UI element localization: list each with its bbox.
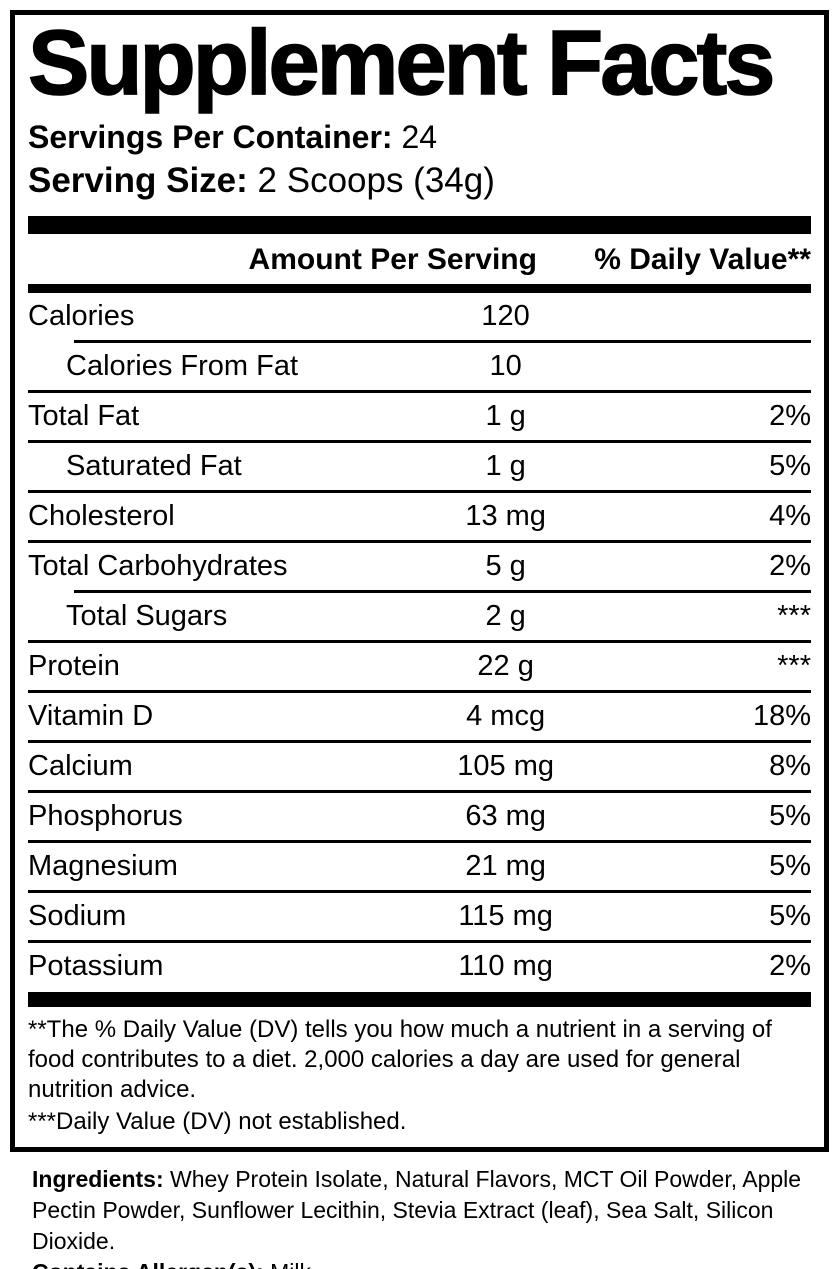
row-calories-from-fat: Calories From Fat 10	[28, 343, 811, 390]
row-potassium: Potassium 110 mg 2%	[28, 943, 811, 990]
nutrient-amount: 115 mg	[458, 899, 553, 932]
row-phosphorus: Phosphorus 63 mg 5%	[28, 793, 811, 840]
nutrient-amount: 105 mg	[457, 749, 554, 782]
nutrient-amount: 5 g	[485, 549, 526, 582]
nutrient-name: Cholesterol	[28, 499, 175, 532]
nutrient-amount: 63 mg	[465, 799, 546, 832]
divider-thick-header	[28, 283, 811, 293]
nutrient-name: Saturated Fat	[66, 449, 242, 482]
separator	[28, 639, 811, 643]
row-calories: Calories 120	[28, 293, 811, 340]
separator	[28, 539, 811, 543]
nutrient-dv: 2%	[769, 399, 811, 432]
panel-title: Supplement Facts	[27, 12, 776, 114]
serving-size-value: 2 Scoops (34g)	[257, 160, 495, 200]
separator	[28, 789, 811, 793]
nutrient-amount: 1 g	[485, 399, 526, 432]
nutrient-name: Calcium	[28, 749, 133, 782]
nutrient-name: Sodium	[28, 899, 127, 932]
servings-per-container-value: 24	[401, 118, 438, 155]
separator	[28, 439, 811, 443]
nutrient-amount: 21 mg	[465, 849, 546, 882]
supplement-facts-panel: Supplement Facts Servings Per Container:…	[10, 10, 829, 1152]
nutrient-name: Protein	[28, 649, 120, 682]
separator	[28, 839, 811, 843]
serving-size-label: Serving Size:	[28, 160, 248, 200]
ingredients-text: Whey Protein Isolate, Natural Flavors, M…	[32, 1165, 802, 1254]
row-protein: Protein 22 g ***	[28, 643, 811, 690]
nutrient-dv: 5%	[769, 799, 811, 832]
row-total-fat: Total Fat 1 g 2%	[28, 393, 811, 440]
nutrient-dv: ***	[777, 599, 811, 632]
allergen-line: Contains Allergen(s): Milk	[32, 1257, 821, 1269]
nutrient-amount: 22 g	[477, 649, 534, 682]
row-total-carbohydrates: Total Carbohydrates 5 g 2%	[28, 543, 811, 590]
footnote-not-established: ***Daily Value (DV) not established.	[28, 1107, 407, 1135]
row-vitamin-d: Vitamin D 4 mcg 18%	[28, 693, 811, 740]
serving-size-line: Serving Size: 2 Scoops (34g)	[28, 158, 811, 204]
nutrient-amount: 120	[481, 299, 530, 332]
row-total-sugars: Total Sugars 2 g ***	[28, 593, 811, 640]
nutrient-name: Calories From Fat	[66, 349, 299, 382]
nutrient-dv: ***	[777, 649, 811, 682]
table-header: Amount Per Serving % Daily Value**	[28, 234, 811, 284]
footnote-daily-value: **The % Daily Value (DV) tells you how m…	[28, 1015, 772, 1103]
separator	[28, 489, 811, 493]
nutrient-dv: 5%	[769, 449, 811, 482]
ingredients-section: Ingredients: Whey Protein Isolate, Natur…	[32, 1164, 821, 1269]
servings-per-container-label: Servings Per Container:	[28, 118, 393, 155]
nutrient-amount: 1 g	[485, 449, 526, 482]
allergen-value: Milk	[270, 1259, 311, 1269]
ingredients-label: Ingredients:	[32, 1165, 164, 1192]
row-calcium: Calcium 105 mg 8%	[28, 743, 811, 790]
separator-indented	[74, 589, 811, 593]
nutrient-amount: 13 mg	[465, 499, 546, 532]
nutrient-amount: 110 mg	[458, 949, 553, 982]
servings-per-container-line: Servings Per Container: 24	[28, 117, 811, 158]
row-saturated-fat: Saturated Fat 1 g 5%	[28, 443, 811, 490]
nutrient-dv: 5%	[769, 899, 811, 932]
separator	[28, 939, 811, 943]
divider-thick-top	[28, 215, 811, 234]
divider-thick-bottom	[28, 991, 811, 1007]
nutrient-name: Phosphorus	[28, 799, 183, 832]
nutrient-name: Vitamin D	[28, 699, 154, 732]
nutrient-dv: 8%	[769, 749, 811, 782]
nutrient-dv: 5%	[769, 849, 811, 882]
nutrient-dv: 4%	[769, 499, 811, 532]
nutrient-amount: 4 mcg	[466, 699, 546, 732]
nutrient-name: Calories	[28, 299, 135, 332]
footnotes: **The % Daily Value (DV) tells you how m…	[28, 1007, 811, 1137]
allergen-label: Contains Allergen(s):	[32, 1259, 264, 1269]
nutrient-name: Total Sugars	[66, 599, 228, 632]
nutrient-dv: 2%	[769, 949, 811, 982]
nutrient-name: Total Carbohydrates	[28, 549, 288, 582]
row-sodium: Sodium 115 mg 5%	[28, 893, 811, 940]
header-daily-value: % Daily Value**	[594, 242, 811, 276]
nutrient-amount: 2 g	[485, 599, 526, 632]
separator	[28, 689, 811, 693]
row-magnesium: Magnesium 21 mg 5%	[28, 843, 811, 890]
separator	[28, 389, 811, 393]
ingredients-line: Ingredients: Whey Protein Isolate, Natur…	[32, 1164, 821, 1257]
nutrient-amount: 10	[489, 349, 522, 382]
nutrient-dv: 18%	[752, 699, 811, 732]
row-cholesterol: Cholesterol 13 mg 4%	[28, 493, 811, 540]
separator	[28, 889, 811, 893]
nutrient-name: Potassium	[28, 949, 164, 982]
separator	[28, 739, 811, 743]
header-amount-per-serving: Amount Per Serving	[248, 242, 537, 276]
nutrient-name: Magnesium	[28, 849, 178, 882]
nutrient-dv: 2%	[769, 549, 811, 582]
separator-indented	[74, 339, 811, 343]
nutrient-name: Total Fat	[28, 399, 140, 432]
